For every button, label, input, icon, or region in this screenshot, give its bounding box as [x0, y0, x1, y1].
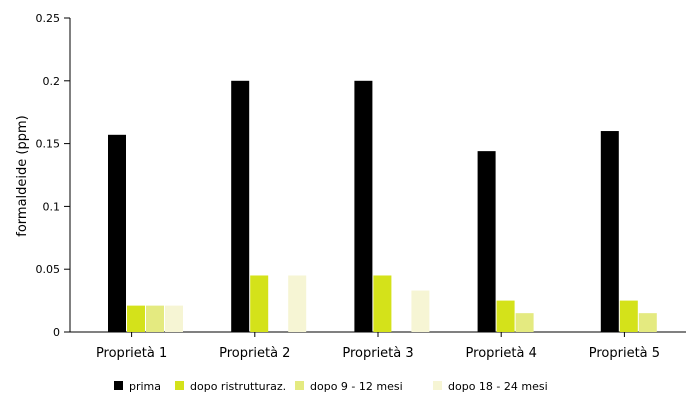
- bar: [411, 290, 430, 332]
- legend-swatch: [114, 381, 123, 390]
- y-axis-title: formaldeide (ppm): [15, 115, 30, 236]
- legend: prima dopo ristrutturaz. dopo 9 - 12 mesi d…: [114, 380, 548, 393]
- bar: [165, 305, 183, 332]
- legend-label: dopo 18 - 24 mesi: [448, 380, 548, 393]
- legend-label: prima: [129, 380, 161, 393]
- x-tick-label: Proprietà 5: [589, 346, 660, 361]
- y-tick-label: 0.2: [43, 75, 61, 88]
- x-tick-label: Proprietà 1: [96, 346, 167, 361]
- x-axis-labels: Proprietà 1 Proprietà 2 Proprietà 3 Proprie…: [96, 332, 660, 361]
- x-tick-label: Proprietà 4: [466, 346, 537, 361]
- bar: [619, 300, 638, 332]
- bar: [600, 131, 619, 332]
- legend-label: dopo ristrutturaz.: [190, 380, 286, 393]
- x-tick-label: Proprietà 3: [342, 346, 413, 361]
- legend-swatch: [433, 381, 442, 390]
- bar: [250, 275, 269, 332]
- bar: [231, 80, 250, 332]
- x-tick-label: Proprietà 2: [219, 346, 290, 361]
- bar: [288, 275, 307, 332]
- bar: [146, 305, 164, 332]
- y-tick-label: 0.05: [36, 263, 61, 276]
- bars-group: [108, 80, 657, 332]
- bar: [354, 80, 373, 332]
- y-tick-label: 0.25: [36, 12, 61, 25]
- bar: [127, 305, 145, 332]
- bar: [477, 151, 496, 332]
- bar: [496, 300, 515, 332]
- legend-swatch: [295, 381, 304, 390]
- y-tick-label: 0: [53, 326, 60, 339]
- bar: [373, 275, 392, 332]
- bar: [638, 313, 657, 332]
- bar: [515, 313, 534, 332]
- y-axis-ticks: 0 0.05 0.1 0.15 0.2 0.25: [36, 12, 70, 339]
- bar: [108, 134, 126, 332]
- y-tick-label: 0.15: [36, 138, 61, 151]
- legend-label: dopo 9 - 12 mesi: [310, 380, 403, 393]
- legend-swatch: [175, 381, 184, 390]
- y-tick-label: 0.1: [43, 200, 61, 213]
